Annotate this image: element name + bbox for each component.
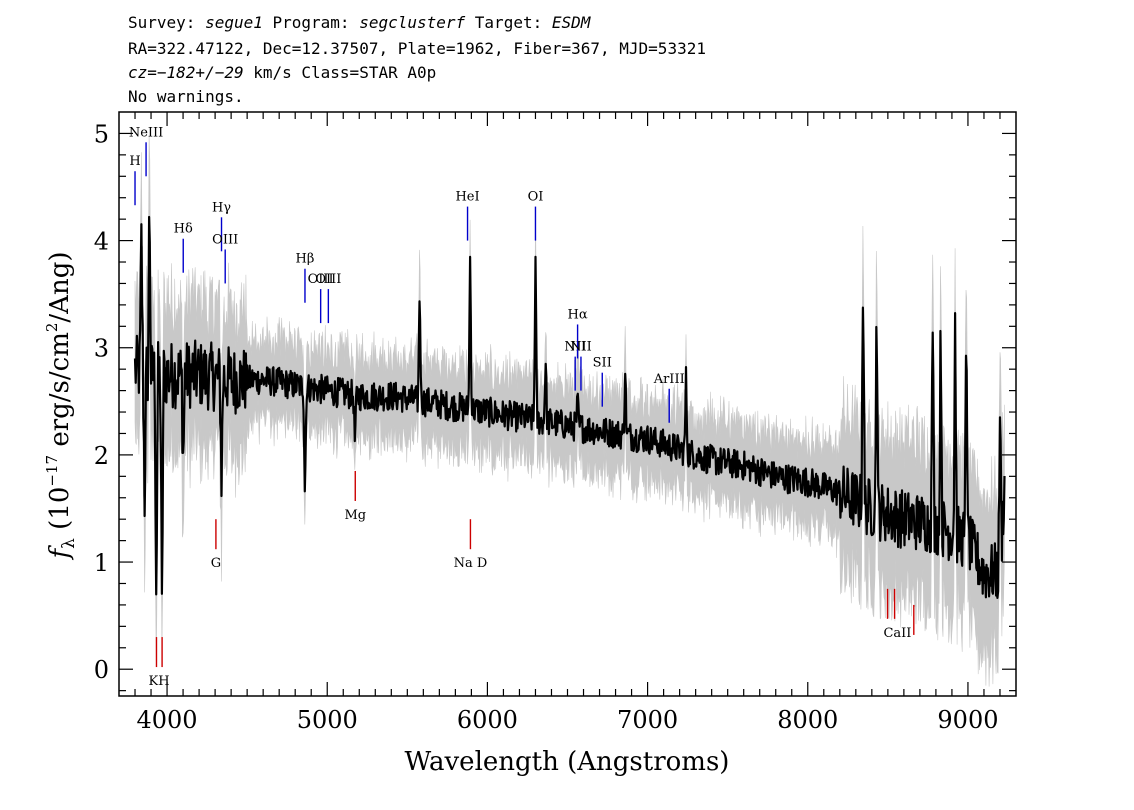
redshift-value: cz=−182+/−29 [128, 63, 244, 82]
x-tick-label: 7000 [617, 706, 678, 734]
header-line-4: No warnings. [128, 87, 244, 106]
emission-line-label-14: ArIII [653, 372, 685, 387]
absorption-line-label-2: Mg [344, 508, 366, 523]
y-title-mid: erg/s/cm [45, 332, 75, 455]
emission-line-label-6: OIII [308, 272, 334, 287]
absorption-line-label-1: G [211, 556, 221, 571]
emission-line-label-13: SII [593, 356, 612, 371]
program-prefix: Program: [262, 13, 360, 32]
emission-line-label-10: NII [564, 340, 586, 355]
survey-value: segue1 [205, 13, 263, 32]
y-tick-label: 4 [94, 228, 109, 256]
error-band [134, 135, 1005, 687]
y-tick-label: 2 [94, 442, 109, 470]
emission-line-label-0: NeIII [129, 125, 163, 140]
y-title-sub: λ [59, 538, 79, 549]
class-text: km/s Class=STAR A0p [243, 63, 437, 82]
absorption-line-label-3: Na D [454, 556, 488, 571]
header-line-3: cz=−182+/−29 km/s Class=STAR A0p [128, 64, 436, 82]
emission-line-label-7: OIII [315, 272, 341, 287]
emission-line-label-1: H [129, 154, 140, 169]
x-tick-label: 4000 [137, 706, 198, 734]
header-line-1: Survey: segue1 Program: segclusterf Targ… [128, 14, 590, 32]
y-title-exp: −17 [43, 455, 61, 487]
emission-line-label-12: NII [570, 340, 592, 355]
emission-line-label-5: Hβ [296, 252, 315, 267]
x-axis-title: Wavelength (Angstroms) [405, 747, 730, 777]
emission-line-label-4: OIII [212, 232, 238, 247]
emission-line-label-3: Hδ [174, 222, 193, 237]
y-tick-label: 3 [94, 335, 109, 363]
y-tick-label: 5 [94, 120, 109, 148]
x-tick-label: 9000 [937, 706, 998, 734]
x-tick-label: 8000 [777, 706, 838, 734]
x-tick-label: 6000 [457, 706, 518, 734]
flux-line [133, 215, 1006, 599]
emission-line-label-8: HeI [455, 190, 479, 205]
target-prefix: Target: [465, 13, 552, 32]
absorption-line-label-4: CaII [883, 626, 911, 641]
y-tick-label: 0 [94, 656, 109, 684]
y-title-post: /Ang) [45, 252, 75, 323]
y-title-pre: (10 [45, 487, 75, 539]
absorption-line-label-0: KH [149, 674, 170, 689]
x-tick-label: 5000 [297, 706, 358, 734]
y-axis-title: fλ (10−17 erg/s/cm2/Ang) [43, 252, 79, 561]
y-tick-label: 1 [94, 549, 109, 577]
survey-prefix: Survey: [128, 13, 206, 32]
y-title-exp2: 2 [43, 323, 61, 333]
program-value: segclusterf [359, 13, 466, 32]
target-value: ESDM [551, 13, 591, 32]
emission-line-label-9: OI [528, 190, 544, 205]
emission-line-label-2: Hγ [212, 200, 231, 215]
header-line-2: RA=322.47122, Dec=12.37507, Plate=1962, … [128, 39, 706, 58]
emission-line-label-11: Hα [568, 307, 588, 322]
